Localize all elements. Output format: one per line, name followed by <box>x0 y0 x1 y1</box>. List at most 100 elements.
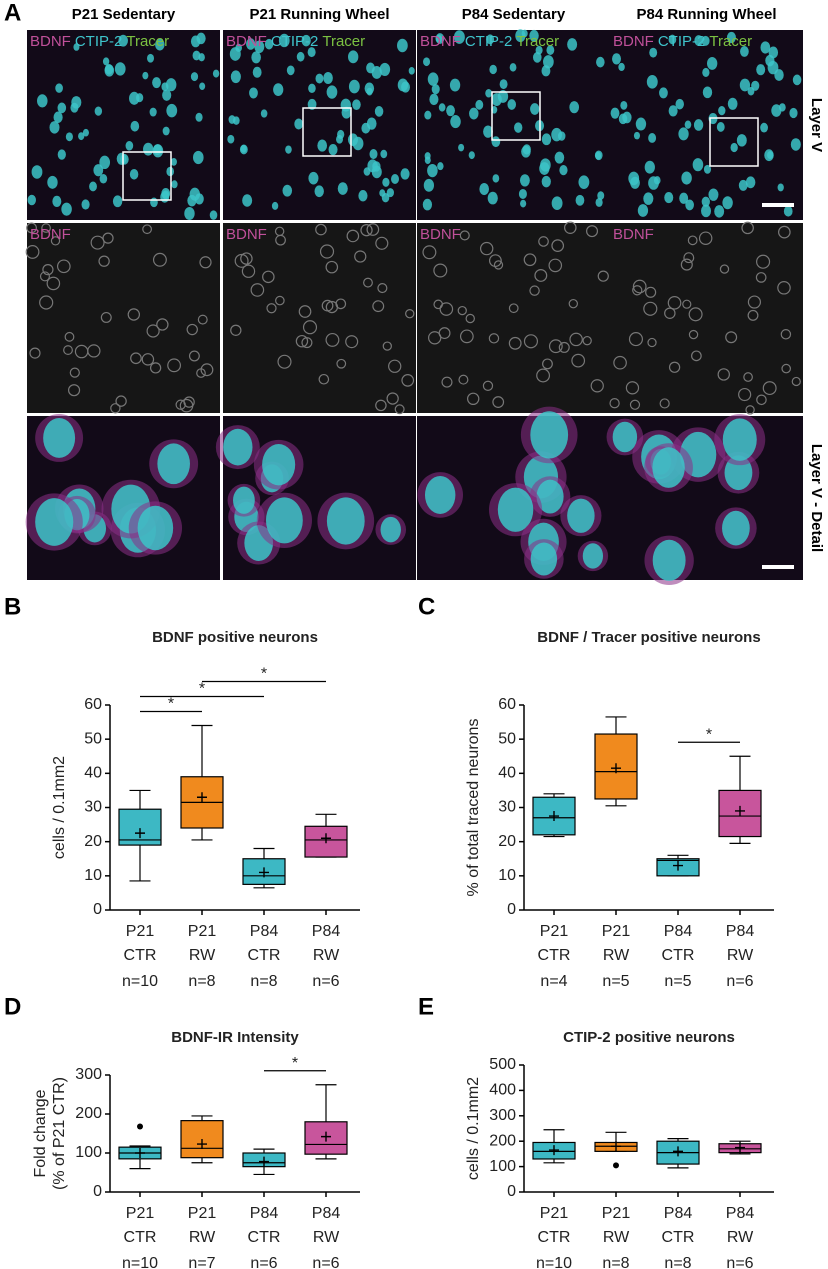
y-tick-label: 40 <box>498 765 516 782</box>
cell <box>558 341 570 353</box>
cell <box>681 171 692 185</box>
cell <box>336 134 344 144</box>
cell <box>26 222 37 234</box>
cell <box>567 38 578 51</box>
cell <box>628 171 640 186</box>
cell <box>551 127 563 142</box>
cell <box>82 128 89 137</box>
cell <box>518 188 527 199</box>
cell <box>200 363 214 377</box>
cell <box>777 281 791 295</box>
cell <box>679 192 689 204</box>
cell <box>475 99 484 110</box>
cell <box>233 486 255 514</box>
cell <box>741 221 754 235</box>
channel-name: CTIP-2 <box>658 33 706 50</box>
cell <box>521 29 528 38</box>
cell <box>756 64 766 76</box>
cell <box>722 418 757 461</box>
cell <box>394 404 405 415</box>
micrograph-bg <box>610 223 803 413</box>
y-tick-label: 10 <box>84 867 102 884</box>
x-tick-label: RW <box>727 1229 754 1246</box>
mean-marker <box>611 763 621 774</box>
cell <box>401 374 415 387</box>
cell <box>613 355 627 370</box>
n-label: n=7 <box>188 1255 215 1269</box>
cell <box>739 78 751 92</box>
cell <box>722 510 750 546</box>
x-tick-label: P84 <box>726 1205 755 1222</box>
cell <box>424 475 456 514</box>
cell <box>551 196 563 210</box>
cell <box>130 120 140 132</box>
cell <box>789 107 798 119</box>
cell <box>706 56 718 70</box>
cell <box>149 107 157 117</box>
cell <box>282 184 293 197</box>
cell <box>25 245 40 259</box>
cell <box>89 181 97 192</box>
cell <box>325 332 340 347</box>
y-tick-label: 20 <box>84 833 102 850</box>
significance-label: * <box>199 681 205 698</box>
channel-name: BDNF <box>30 33 71 50</box>
cell <box>67 384 81 397</box>
cell <box>400 168 410 180</box>
y-tick-label: 20 <box>498 833 516 850</box>
cell <box>764 149 774 162</box>
cell <box>703 164 712 174</box>
cell <box>380 149 388 159</box>
cell <box>497 487 534 532</box>
cell <box>688 307 703 322</box>
cell <box>760 122 768 133</box>
cell <box>569 332 583 347</box>
y-tick-label: 300 <box>75 1066 102 1083</box>
cell <box>307 98 317 110</box>
cell <box>609 398 620 409</box>
outlier <box>613 1162 619 1169</box>
cell <box>239 144 248 155</box>
channel-name: BDNF <box>420 33 461 50</box>
y-tick-label: 300 <box>489 1107 516 1124</box>
x-tick-label: RW <box>603 1229 630 1246</box>
column-header: P84 Running Wheel <box>636 6 776 23</box>
cell <box>730 142 738 153</box>
cell <box>571 353 586 368</box>
cell <box>321 299 334 312</box>
cell <box>382 177 390 187</box>
cell <box>716 122 725 132</box>
cell <box>90 235 105 250</box>
cell <box>648 176 659 190</box>
y-tick-label: 10 <box>498 867 516 884</box>
inset-box <box>491 91 541 141</box>
x-tick-label: RW <box>189 1229 216 1246</box>
cell <box>366 117 377 130</box>
cell <box>437 162 444 171</box>
cell <box>551 239 565 252</box>
cell <box>449 78 461 92</box>
cell <box>49 121 60 134</box>
cell <box>618 113 628 125</box>
cell <box>756 254 771 269</box>
cell <box>429 93 439 106</box>
cell <box>372 300 385 313</box>
cell <box>165 78 177 92</box>
cell <box>102 232 114 244</box>
cell <box>275 295 285 306</box>
cell <box>380 516 401 543</box>
cell <box>637 204 649 217</box>
cell <box>65 132 73 142</box>
channel-label: BDNF <box>226 226 267 243</box>
panel-letter: A <box>4 0 21 26</box>
n-label: n=10 <box>122 973 158 990</box>
cell <box>664 307 676 319</box>
cell <box>747 309 759 321</box>
n-label: n=6 <box>726 973 753 990</box>
cell <box>684 120 692 129</box>
chart-title: BDNF-IR Intensity <box>171 1029 299 1046</box>
cell <box>760 41 771 54</box>
micrograph <box>606 414 803 586</box>
cell <box>319 244 335 259</box>
cell <box>508 303 519 314</box>
